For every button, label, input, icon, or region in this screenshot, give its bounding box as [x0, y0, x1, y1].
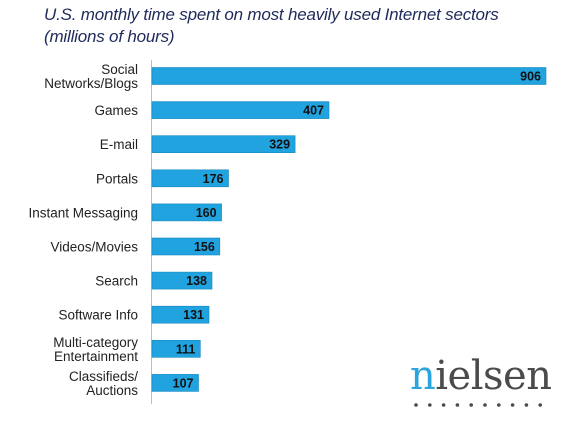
logo-dot-3 — [455, 403, 460, 407]
bar-5 — [151, 237, 221, 256]
bar-value-label-8: 111 — [176, 342, 196, 356]
category-label-8-line-1: Multi-category — [53, 335, 138, 350]
bar-1 — [151, 101, 330, 119]
category-label-7: Software Info — [58, 308, 138, 323]
bar-0 — [151, 67, 547, 85]
category-label-5: Videos/Movies — [50, 240, 138, 255]
bar-2 — [151, 135, 296, 153]
logo-dot-7 — [510, 403, 515, 407]
logo-dot-9 — [538, 403, 542, 407]
category-label-2: E-mail — [100, 137, 138, 152]
bar-7 — [151, 305, 210, 324]
logo-dot-5 — [483, 403, 487, 407]
chart-title-line-2: (millions of hours) — [44, 27, 175, 46]
logo-dot-0 — [414, 403, 418, 407]
bar-8 — [151, 339, 201, 358]
category-label-3: Portals — [96, 171, 138, 186]
bar-value-label-9: 107 — [173, 376, 194, 390]
category-label-0-line-1: Social — [101, 62, 138, 77]
bar-value-label-3: 176 — [203, 172, 224, 186]
nielsen-logo-first-letter: n — [410, 353, 436, 399]
chart-title: U.S. monthly time spent on most heavily … — [44, 4, 564, 48]
logo-dot-1 — [428, 403, 432, 407]
nielsen-logo: nielsen — [410, 353, 552, 416]
bar-value-label-6: 138 — [186, 274, 207, 288]
bar-value-label-7: 131 — [183, 308, 204, 322]
logo-dot-8 — [524, 403, 529, 407]
nielsen-logo-rest: ielsen — [435, 353, 552, 399]
bar-value-label-2: 329 — [269, 138, 290, 152]
bar-3 — [151, 169, 229, 188]
bar-value-label-0: 906 — [520, 70, 541, 84]
category-label-6: Search — [95, 274, 138, 289]
logo-dot-4 — [469, 403, 473, 407]
bar-value-label-4: 160 — [196, 206, 217, 220]
category-label-0-line-2: Networks/Blogs — [44, 76, 138, 91]
bar-9 — [151, 374, 199, 392]
category-label-9-line-2: Auctions — [86, 383, 138, 398]
bar-value-label-1: 407 — [303, 104, 324, 118]
nielsen-logo-dots — [414, 403, 542, 407]
logo-dot-2 — [441, 403, 446, 407]
category-label-4: Instant Messaging — [28, 205, 138, 220]
bar-6 — [151, 271, 213, 290]
bar-4 — [151, 203, 222, 222]
bar-value-label-5: 156 — [194, 240, 215, 254]
nielsen-logo-wordmark: nielsen — [410, 353, 552, 399]
category-label-1: Games — [94, 103, 138, 118]
category-label-9-line-1: Classifieds/ — [69, 369, 138, 384]
logo-dot-6 — [497, 403, 501, 407]
category-label-8-line-2: Entertainment — [54, 349, 138, 364]
chart-title-line-1: U.S. monthly time spent on most heavily … — [44, 5, 499, 24]
